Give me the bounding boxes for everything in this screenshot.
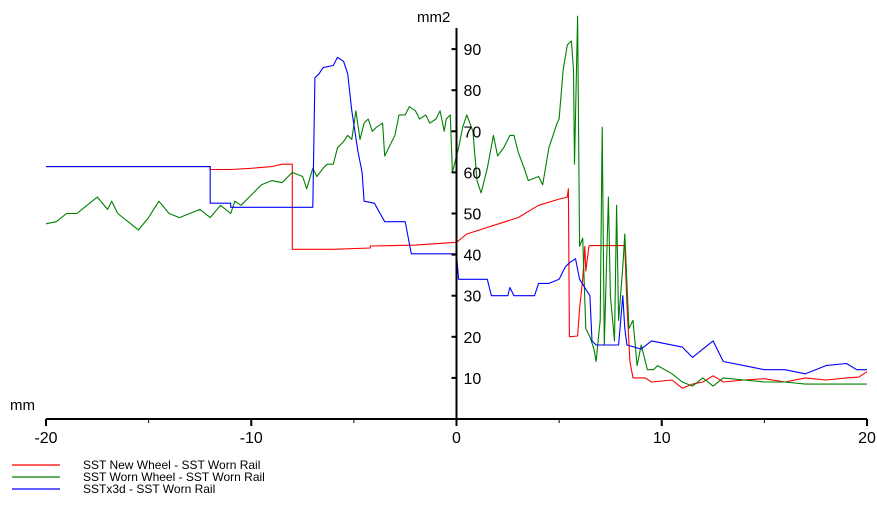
y-tick-label: 40 xyxy=(464,248,482,265)
legend-label: SST New Wheel - SST Worn Rail xyxy=(83,458,260,472)
y-tick-label: 90 xyxy=(464,42,482,59)
y-tick-label: 80 xyxy=(464,83,482,100)
x-tick-label: -20 xyxy=(34,430,57,447)
legend-label: SST Worn Wheel - SST Worn Rail xyxy=(83,470,265,484)
y-tick-label: 50 xyxy=(464,207,482,224)
y-tick-label: 20 xyxy=(464,330,482,347)
series-layer xyxy=(45,15,868,389)
x-tick-label: 20 xyxy=(858,430,876,447)
y-ticks: 10 20 30 40 50 60 70 80 90 xyxy=(451,42,482,388)
axes-layer: -20 -10 0 10 20 10 20 30 40 50 60 70 80 90 mm mm2 xyxy=(10,9,876,447)
legend-label: SSTx3d - SST Worn Rail xyxy=(83,482,215,496)
y-tick-label: 30 xyxy=(464,289,482,306)
x-axis-unit-label: mm xyxy=(10,397,35,414)
x-tick-label: 0 xyxy=(452,430,461,447)
x-tick-label: -10 xyxy=(240,430,263,447)
y-tick-label: 60 xyxy=(464,165,482,182)
y-tick-label: 10 xyxy=(464,371,482,388)
y-tick-label: 70 xyxy=(464,124,482,141)
y-axis-unit-label: mm2 xyxy=(417,9,450,26)
series-line-2 xyxy=(45,15,867,387)
series-line-3 xyxy=(46,56,867,375)
x-tick-label: 10 xyxy=(653,430,671,447)
x-ticks: -20 -10 0 10 20 xyxy=(34,419,876,447)
